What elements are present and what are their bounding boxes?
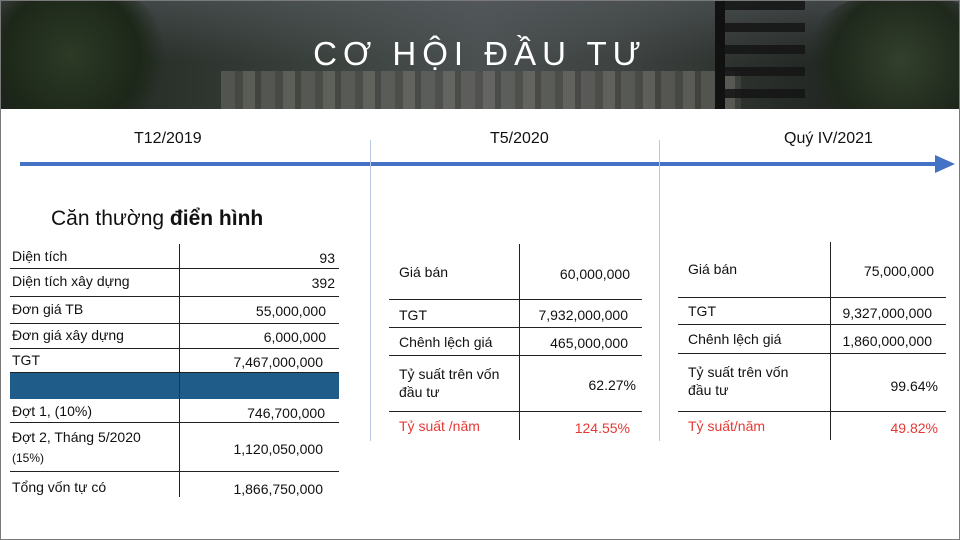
table-row: Diện tích xây dựng 392	[10, 268, 339, 297]
timeline-arrow-head	[935, 155, 955, 173]
mid-table-col-sep	[519, 244, 520, 440]
row-value: 9,327,000,000	[842, 305, 932, 321]
row-value: 6,000,000	[263, 329, 326, 345]
row-label: Tỷ suất/năm	[688, 418, 766, 434]
row-label: Chênh lệch giá	[399, 334, 493, 350]
row-sublabel: (15%)	[12, 451, 45, 465]
table-row: Giá bán 60,000,000	[389, 244, 642, 300]
row-value: 7,467,000,000	[233, 354, 323, 370]
row-label: Giá bán	[688, 261, 738, 277]
row-value: 465,000,000	[550, 335, 628, 351]
mid-table: Giá bán 60,000,000 TGT 7,932,000,000 Chê…	[389, 244, 642, 440]
table-row: Chênh lệch giá 465,000,000	[389, 327, 642, 356]
row-label: Giá bán	[399, 264, 449, 280]
timeline-date-3: Quý IV/2021	[784, 130, 873, 147]
row-label-line2: đầu tư	[399, 384, 440, 400]
row-value: 62.27%	[588, 377, 636, 393]
row-label: Tỷ suất trên vốn	[688, 364, 789, 380]
banner-tree-left	[1, 1, 171, 109]
left-table: Diện tích 93 Diện tích xây dựng 392 Đơn …	[10, 244, 339, 500]
banner-tree-right	[801, 1, 959, 109]
row-value: 7,932,000,000	[538, 307, 628, 323]
highlight-row-sep	[179, 373, 180, 399]
table-row: TGT 7,467,000,000	[10, 348, 339, 373]
row-label: Tỷ suất /năm	[399, 418, 480, 434]
table-row: Đơn giá TB 55,000,000	[10, 296, 339, 324]
timeline-date-1: T12/2019	[134, 130, 202, 147]
row-value: 99.64%	[890, 378, 938, 394]
row-label: TGT	[12, 352, 40, 368]
row-value: 75,000,000	[863, 263, 934, 279]
table-row: Chênh lệch giá 1,860,000,000	[678, 324, 946, 354]
row-value: 746,700,000	[247, 405, 325, 421]
row-value: 124.55%	[574, 420, 630, 436]
highlight-row	[10, 373, 339, 399]
row-value: 1,866,750,000	[233, 481, 323, 497]
row-value: 1,120,050,000	[233, 441, 323, 457]
banner-post	[715, 1, 725, 109]
table-row: Tỷ suất trên vốn đầu tư 99.64%	[678, 353, 946, 412]
table-row: Đợt 1, (10%) 746,700,000	[10, 399, 339, 423]
row-label: Tổng vốn tự có	[12, 479, 107, 495]
row-value: 93	[319, 250, 335, 266]
row-label: Đợt 2, Tháng 5/2020	[12, 429, 141, 445]
row-label: Diện tích	[12, 248, 68, 264]
banner-pergola	[715, 1, 805, 109]
table-row: Tỷ suất/năm 49.82%	[678, 412, 946, 440]
divider-1	[370, 140, 371, 441]
table-row: Tỷ suất /năm 124.55%	[389, 412, 642, 440]
timeline-date-2: T5/2020	[490, 130, 549, 147]
row-label: Đợt 1, (10%)	[12, 403, 92, 419]
row-value: 55,000,000	[255, 303, 326, 319]
row-label: Đơn giá TB	[12, 301, 84, 317]
table-row: Tỷ suất trên vốn đầu tư 62.27%	[389, 355, 642, 412]
table-row: TGT 7,932,000,000	[389, 299, 642, 328]
page-title: CƠ HỘI ĐẦU TƯ	[313, 35, 647, 72]
row-value: 1,860,000,000	[842, 333, 932, 349]
section-heading-regular: Căn thường	[51, 207, 170, 230]
left-table-col-sep	[179, 244, 180, 497]
row-value: 392	[311, 275, 335, 291]
row-label: Đơn giá xây dựng	[12, 327, 124, 343]
right-table-col-sep	[830, 242, 831, 440]
banner-houses	[221, 71, 741, 109]
right-table: Giá bán 75,000,000 TGT 9,327,000,000 Chê…	[678, 242, 946, 440]
table-row: Tổng vốn tự có 1,866,750,000	[10, 472, 339, 497]
row-label: Chênh lệch giá	[688, 331, 782, 347]
row-label-line2: đầu tư	[688, 382, 729, 398]
header-banner: CƠ HỘI ĐẦU TƯ	[1, 1, 959, 109]
section-heading: Căn thường điển hình	[51, 207, 263, 231]
row-label: TGT	[688, 303, 716, 319]
timeline-arrow-line	[20, 162, 938, 166]
table-row: Đợt 2, Tháng 5/2020 (15%) 1,120,050,000	[10, 422, 339, 472]
row-label: Tỷ suất trên vốn	[399, 366, 500, 382]
row-value: 60,000,000	[559, 266, 630, 282]
row-label: Diện tích xây dựng	[12, 273, 130, 289]
table-row: Đơn giá xây dựng 6,000,000	[10, 323, 339, 349]
row-value: 49.82%	[890, 420, 938, 436]
table-row: Diện tích 93	[10, 244, 339, 269]
table-row: Giá bán 75,000,000	[678, 242, 946, 298]
table-row: TGT 9,327,000,000	[678, 297, 946, 325]
row-label: TGT	[399, 307, 427, 323]
divider-2	[659, 140, 660, 441]
section-heading-bold: điển hình	[169, 207, 264, 230]
